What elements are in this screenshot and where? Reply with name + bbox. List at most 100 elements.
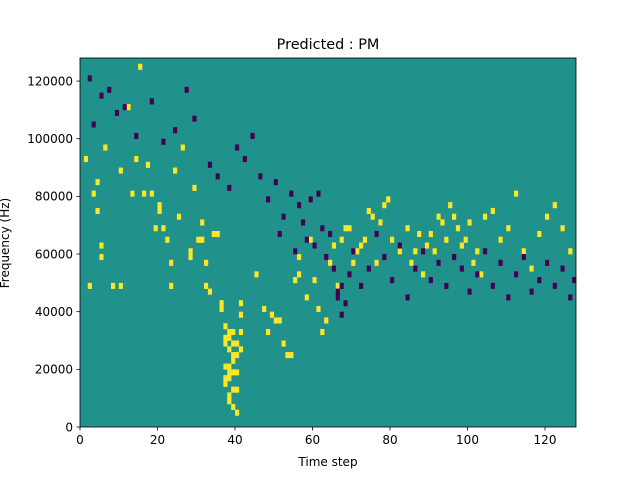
heatmap-cell-high xyxy=(335,282,340,289)
heatmap-cell-low xyxy=(397,242,402,249)
heatmap-cell-low xyxy=(428,277,433,284)
y-tick-label: 60000 xyxy=(35,247,73,261)
heatmap-cell-low xyxy=(347,271,352,278)
heatmap-cell-low xyxy=(161,138,166,145)
heatmap-cell-high xyxy=(215,230,220,238)
heatmap-cell-high xyxy=(281,340,286,347)
heatmap-cell-high xyxy=(169,259,174,266)
heatmap-cell-high xyxy=(231,328,236,336)
heatmap-cell-high xyxy=(417,230,422,238)
heatmap-cell-high xyxy=(138,63,143,70)
heatmap-cell-high xyxy=(238,311,244,318)
heatmap-cell-low xyxy=(316,190,321,197)
heatmap-cell-high xyxy=(304,294,309,301)
heatmap-cell-low xyxy=(122,104,127,111)
heatmap-cell-high xyxy=(293,277,298,284)
heatmap-cell-low xyxy=(242,156,247,163)
heatmap-cell-high xyxy=(211,230,216,238)
heatmap-cell-high xyxy=(238,300,244,307)
heatmap-cell-high xyxy=(149,190,154,197)
heatmap-cell-low xyxy=(320,225,325,232)
heatmap-cell-low xyxy=(289,190,294,197)
heatmap-cell-high xyxy=(118,282,123,289)
heatmap-cell-high xyxy=(196,236,201,243)
heatmap-cell-high xyxy=(351,259,356,266)
heatmap-cell-high xyxy=(490,207,495,214)
y-axis-label: Frequency (Hz) xyxy=(0,198,12,289)
heatmap-cell-high xyxy=(529,265,534,272)
heatmap-cell-high xyxy=(231,357,236,364)
heatmap-cell-low xyxy=(514,271,519,278)
heatmap-cell-high xyxy=(235,369,240,376)
heatmap-cell-low xyxy=(552,282,557,289)
heatmap-cell-high xyxy=(397,248,402,255)
heatmap-cell-low xyxy=(537,277,542,284)
heatmap-cell-high xyxy=(235,409,240,416)
plot-frame xyxy=(79,57,577,428)
heatmap-cell-high xyxy=(285,352,290,359)
heatmap-cell-high xyxy=(343,225,348,232)
heatmap-cell-high xyxy=(227,363,232,370)
heatmap-cell-high xyxy=(405,225,410,232)
heatmap-cell-low xyxy=(297,202,302,209)
heatmap-cell-high xyxy=(269,311,275,318)
heatmap-cell-high xyxy=(254,271,259,278)
heatmap-cell-high xyxy=(432,248,437,255)
heatmap-cell-high xyxy=(355,248,360,255)
heatmap-cell-high xyxy=(99,242,104,249)
heatmap-cell-low xyxy=(134,132,139,140)
heatmap-cell-high xyxy=(545,213,550,220)
x-axis-label: Time step xyxy=(297,455,357,469)
heatmap-cell-low xyxy=(366,265,371,272)
heatmap-cell-low xyxy=(413,265,418,272)
heatmap-cell-high xyxy=(231,369,236,376)
x-tick-label: 20 xyxy=(150,433,165,447)
heatmap-cell-high xyxy=(111,282,116,289)
heatmap-cell-low xyxy=(235,144,240,151)
y-tick-label: 120000 xyxy=(27,74,73,88)
heatmap-cell-high xyxy=(95,207,100,214)
heatmap-cell-high xyxy=(231,386,236,393)
heatmap-cell-low xyxy=(324,254,329,261)
x-axis: 0 20 40 60 80 100 120 xyxy=(76,427,556,447)
x-tick-label: 120 xyxy=(534,433,557,447)
heatmap-cell-low xyxy=(498,259,503,266)
heatmap-cell-high xyxy=(207,288,213,295)
heatmap-cell-high xyxy=(289,352,294,359)
heatmap-cell-high xyxy=(227,398,232,405)
y-axis: 0 20000 40000 60000 80000 100000 120000 xyxy=(27,74,80,434)
heatmap-cell-high xyxy=(165,236,170,243)
heatmap-cell-high xyxy=(223,380,228,387)
heatmap-cell-low xyxy=(568,294,573,301)
heatmap-cell-low xyxy=(529,288,534,295)
heatmap-cell-high xyxy=(320,328,325,336)
heatmap-cell-high xyxy=(219,305,224,312)
heatmap-cell-high xyxy=(312,277,317,284)
heatmap-cell-low xyxy=(215,173,220,180)
heatmap-cell-low xyxy=(107,86,112,93)
heatmap-cell-high xyxy=(130,190,135,197)
heatmap-cell-high xyxy=(498,236,503,243)
heatmap-cell-high xyxy=(390,236,395,243)
heatmap-cell-low xyxy=(545,259,550,266)
heatmap-cell-low xyxy=(335,288,340,295)
heatmap-cell-high xyxy=(223,363,228,370)
heatmap-cell-high xyxy=(103,144,108,151)
heatmap-cell-low xyxy=(335,294,340,301)
x-tick-label: 80 xyxy=(382,433,397,447)
heatmap-cell-low xyxy=(149,98,154,105)
heatmap-cell-low xyxy=(490,282,495,289)
x-tick-label: 40 xyxy=(227,433,242,447)
heatmap-cell-low xyxy=(374,230,379,238)
heatmap-cell-high xyxy=(126,104,131,111)
heatmap-cell-low xyxy=(339,282,344,289)
heatmap-cell-low xyxy=(339,311,344,318)
heatmap-cell-high xyxy=(552,202,557,209)
heatmap-cell-high xyxy=(266,328,271,336)
heatmap-cell-low xyxy=(506,294,511,301)
heatmap-cell-high xyxy=(452,213,457,220)
heatmap-cell-high xyxy=(483,213,488,220)
heatmap-cell-low xyxy=(382,254,387,261)
heatmap-cell-high xyxy=(227,334,232,341)
y-tick-label: 20000 xyxy=(35,363,73,377)
